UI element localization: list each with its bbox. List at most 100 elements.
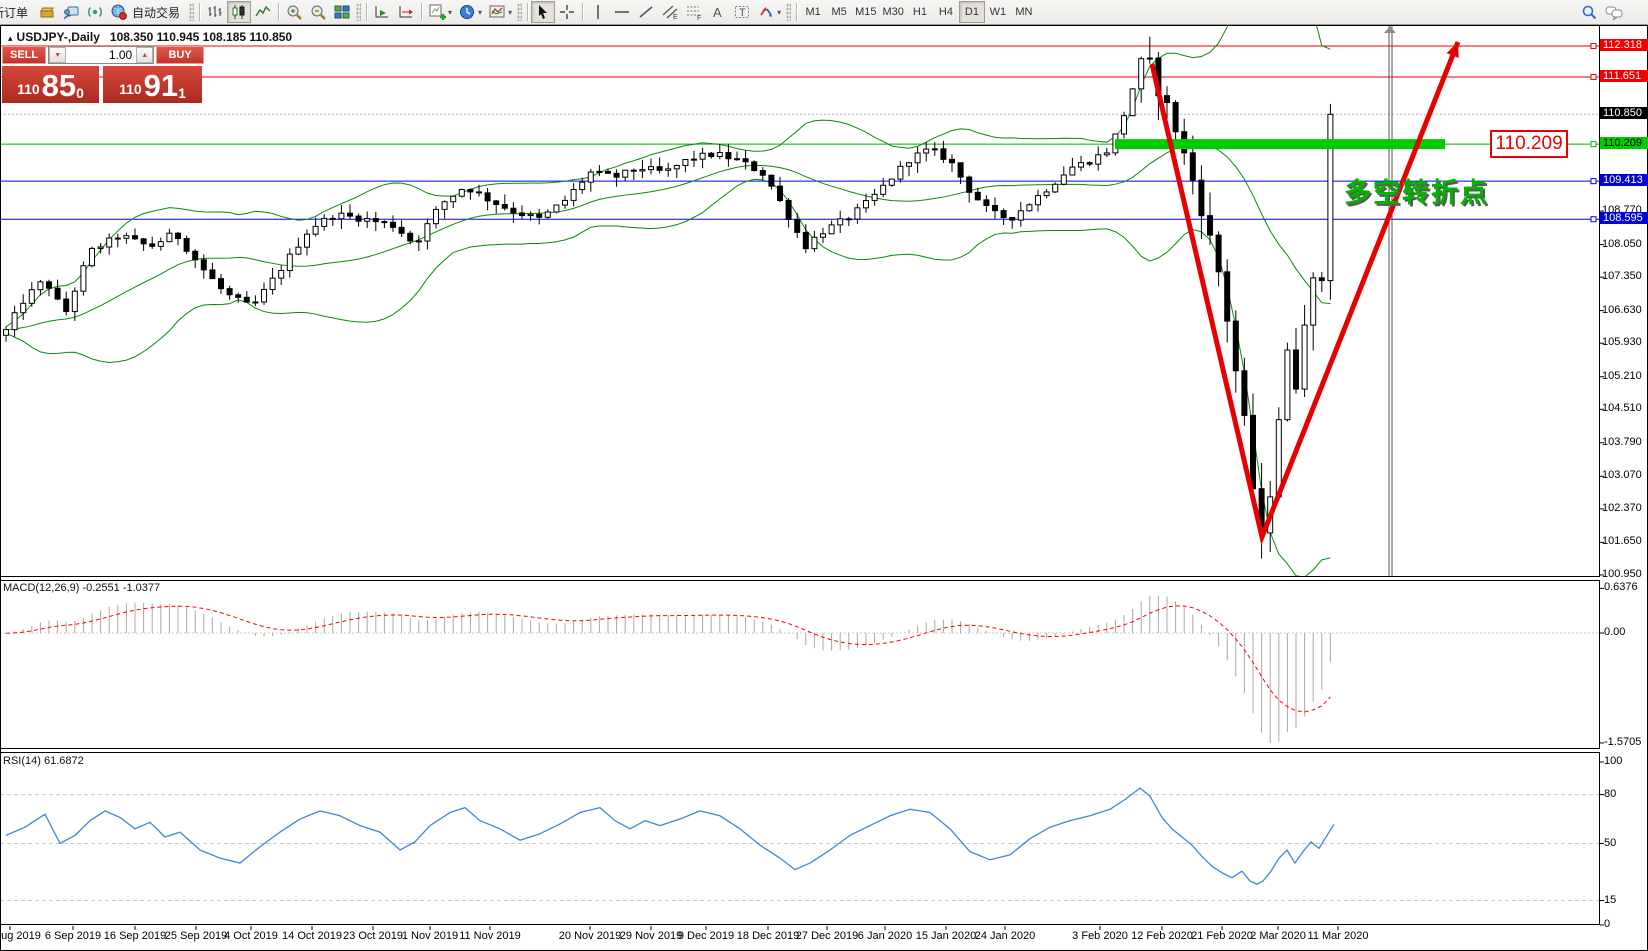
chart-shift-button[interactable]	[394, 1, 418, 23]
zoom-out-button[interactable]	[306, 1, 330, 23]
candle-body	[476, 191, 482, 194]
chat-button[interactable]	[1601, 1, 1627, 23]
price-tick-label: 103.070	[1602, 469, 1642, 482]
auto-scroll-button[interactable]	[370, 1, 394, 23]
rsi-line	[5, 787, 1335, 885]
level-anchor-handle[interactable]	[1590, 43, 1597, 49]
candle-body	[1129, 88, 1136, 117]
crosshair-icon	[560, 5, 575, 19]
chart-shift-marker[interactable]	[1384, 26, 1396, 33]
candle-body	[716, 152, 723, 158]
cursor-button[interactable]	[531, 1, 556, 23]
support-zone-bar[interactable]	[1115, 139, 1445, 150]
candle-body	[1284, 349, 1291, 421]
candle-body	[923, 148, 930, 154]
trendline-button[interactable]	[634, 1, 658, 23]
line-chart-button[interactable]	[251, 1, 275, 23]
candle-body	[1207, 215, 1213, 236]
market-watch-button[interactable]	[35, 1, 59, 23]
candle-body	[140, 238, 147, 245]
zoom-in-button[interactable]	[282, 1, 306, 23]
volume-increase-button[interactable]: ▲	[136, 47, 154, 63]
date-tick-label: 12 Feb 2020	[1131, 930, 1193, 942]
text-label-button[interactable]: T	[730, 1, 754, 23]
buy-button[interactable]: BUY	[156, 46, 204, 64]
timeframe-h1-button[interactable]: H1	[907, 1, 933, 23]
timeframe-m1-button[interactable]: M1	[800, 1, 826, 23]
candle-body	[106, 237, 113, 248]
candle-body	[166, 232, 173, 243]
candle-body	[304, 233, 310, 248]
candle-body	[54, 287, 61, 300]
macd-axis-label: 0.6376	[1604, 581, 1638, 594]
crosshair-button[interactable]	[555, 1, 579, 23]
candle-body	[1293, 349, 1299, 390]
candle-body	[424, 223, 431, 242]
timeframe-m15-button[interactable]: M15	[852, 1, 879, 23]
trend-arrow[interactable]	[1149, 41, 1461, 546]
text-button[interactable]: A	[706, 1, 730, 23]
timeframe-m30-button[interactable]: M30	[880, 1, 907, 23]
volume-decrease-button[interactable]: ▼	[49, 47, 67, 63]
candle-body	[777, 185, 783, 202]
periods-button[interactable]: ▾	[455, 1, 485, 23]
channel-button[interactable]: E	[658, 1, 682, 23]
level-anchor-handle[interactable]	[1590, 178, 1597, 185]
candle-body	[11, 312, 18, 331]
timeframe-h4-button[interactable]: H4	[933, 1, 959, 23]
main-chart-pane[interactable]	[0, 0, 1599, 577]
horizontal-line-icon	[615, 11, 630, 13]
level-anchor-handle[interactable]	[1590, 74, 1597, 81]
horizontal-line-button[interactable]	[610, 1, 634, 23]
timeframe-w1-button[interactable]: W1	[985, 1, 1011, 23]
candle-body	[63, 298, 70, 313]
timeframe-m5-button[interactable]: M5	[826, 1, 852, 23]
signal-icon	[88, 6, 102, 18]
macd-pane[interactable]	[0, 595, 1599, 743]
level-anchor-handle[interactable]	[1590, 141, 1597, 148]
timeframe-mn-button[interactable]: MN	[1011, 1, 1037, 23]
sell-button[interactable]: SELL	[2, 46, 47, 64]
date-tick-label: 1 Nov 2019	[401, 930, 459, 942]
candle-body	[1035, 195, 1041, 206]
candle-body	[742, 158, 749, 163]
bar-chart-icon	[208, 6, 222, 17]
rsi-pane[interactable]	[0, 787, 1599, 902]
search-button[interactable]	[1577, 1, 1601, 23]
timeframe-d1-button[interactable]: D1	[958, 1, 985, 23]
pane-border	[0, 580, 1600, 749]
price-tick-label: 104.510	[1602, 402, 1642, 415]
arrows-button[interactable]: ▾	[754, 1, 784, 23]
chevron-down-icon: ▾	[777, 7, 782, 17]
rsi-axis-label: 0	[1604, 918, 1611, 930]
collapse-panel-icon[interactable]: ▴	[8, 33, 13, 43]
tile-windows-button[interactable]	[330, 1, 354, 23]
candlestick-icon	[232, 5, 245, 19]
level-anchor-handle[interactable]	[1590, 216, 1597, 223]
signal-button[interactable]	[83, 1, 107, 23]
terminal-button[interactable]	[59, 1, 83, 23]
price-axis[interactable]: 112.318 111.651 110.850 110.209 109.413 108.7…	[1600, 25, 1648, 926]
candle-body	[914, 152, 921, 164]
autotrading-button[interactable]: 自动交易	[107, 1, 187, 23]
toolbar-grip	[517, 3, 523, 21]
buy-price-point: 1	[178, 85, 186, 101]
date-tick-label: 24 Jan 2020	[974, 930, 1036, 942]
chart-title: ▴ USDJPY-,Daily 108.350 110.945 108.185 11…	[8, 30, 292, 44]
price-tick-label: 103.790	[1602, 435, 1642, 448]
templates-button[interactable]: ▾	[485, 1, 515, 23]
candle-body	[811, 236, 818, 250]
candle-body	[630, 169, 637, 172]
new-chart-button[interactable]: ▾	[425, 1, 455, 23]
vertical-line-button[interactable]	[586, 1, 610, 23]
candle-body	[562, 199, 568, 206]
volume-input[interactable]: 1.00	[108, 48, 133, 62]
candlestick-button[interactable]	[227, 1, 252, 23]
bar-chart-button[interactable]	[203, 1, 227, 23]
rsi-axis-label: 15	[1604, 893, 1617, 906]
new-order-button[interactable]: 新订单	[0, 1, 35, 23]
equidistant-channel-icon: E	[662, 5, 678, 21]
fibonacci-button[interactable]: F	[682, 1, 706, 23]
